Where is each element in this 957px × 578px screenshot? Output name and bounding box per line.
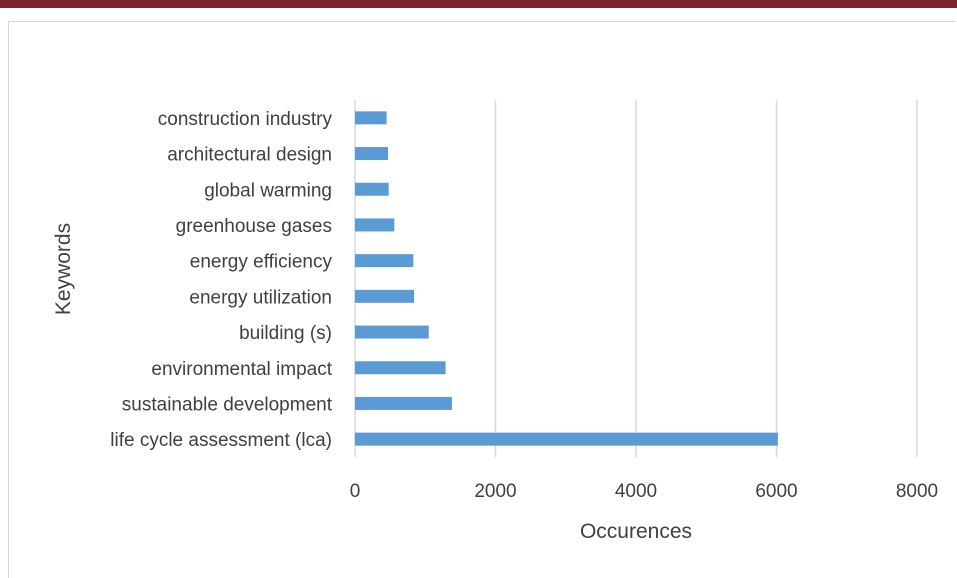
- bar: [355, 218, 395, 232]
- bars: [355, 111, 778, 446]
- x-tick-label: 8000: [896, 481, 938, 502]
- bar: [355, 361, 446, 375]
- category-label: life cycle assessment (lca): [110, 430, 332, 451]
- category-label: sustainable development: [122, 394, 333, 415]
- category-labels: life cycle assessment (lca) sustainable d…: [110, 109, 332, 451]
- category-label: building (s): [239, 323, 332, 344]
- category-label: energy efficiency: [190, 252, 333, 273]
- top-accent-bar: [0, 0, 957, 8]
- bar: [355, 325, 429, 339]
- category-label: energy utilization: [189, 287, 332, 308]
- category-label: environmental impact: [151, 359, 332, 380]
- bar: [355, 147, 389, 161]
- bar: [355, 111, 387, 125]
- bar: [355, 432, 778, 446]
- bar: [355, 289, 415, 303]
- category-label: global warming: [204, 180, 332, 201]
- x-tick-label: 4000: [615, 481, 657, 502]
- x-axis-title: Occurences: [580, 520, 692, 543]
- bar: [355, 396, 452, 410]
- chart-frame: [8, 21, 955, 578]
- x-tick-label: 2000: [474, 481, 516, 502]
- category-label: architectural design: [167, 145, 332, 166]
- category-label: greenhouse gases: [176, 216, 332, 237]
- y-axis-title: Keywords: [52, 223, 75, 315]
- category-label: construction industry: [158, 109, 333, 130]
- x-tick-label: 6000: [755, 481, 797, 502]
- x-tick-labels: 0 2000 4000 6000 8000: [350, 481, 938, 502]
- x-tick-label: 0: [350, 481, 361, 502]
- bar: [355, 254, 414, 268]
- bar: [355, 182, 389, 196]
